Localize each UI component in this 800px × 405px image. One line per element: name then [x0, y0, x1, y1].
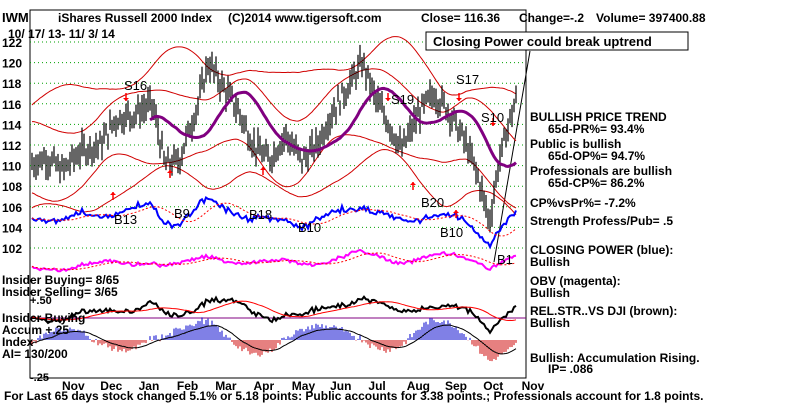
copyright-label: (C)2014 www.tigersoft.com: [228, 11, 382, 25]
signal-b1: B1: [497, 252, 513, 267]
volume-value: Volume= 397400.88: [596, 11, 706, 25]
index-label: Index: [2, 335, 34, 349]
closing-power-status: Bullish: [530, 255, 570, 269]
price-tick-label: 120: [2, 57, 22, 71]
month-label: Mar: [215, 379, 237, 393]
ticker-label: IWM: [2, 10, 29, 25]
month-label: Dec: [100, 379, 122, 393]
price-tick-label: 118: [2, 77, 22, 91]
signal-arrowhead: [453, 210, 459, 213]
ai-value: AI= 130/200: [2, 347, 68, 361]
accum-label: Accum +.25: [2, 323, 69, 337]
signal-s16: S16: [124, 78, 147, 93]
price-tick-label: 110: [2, 160, 22, 174]
signal-b18: B18: [249, 207, 272, 222]
price-tick-label: 108: [2, 180, 22, 194]
signal-b20: B20: [421, 195, 444, 210]
signal-s10: S10: [481, 110, 504, 125]
signal-arrowhead: [490, 123, 496, 126]
callout-box: [425, 31, 689, 51]
month-label: May: [292, 379, 316, 393]
moving-average-line: [149, 86, 517, 169]
relative-strength-ma: [31, 300, 517, 322]
accumulation-line: [31, 324, 517, 355]
signal-arrowhead: [456, 98, 462, 101]
month-label: Oct: [483, 379, 503, 393]
cp-pct: 65d-CP%= 86.2%: [548, 176, 645, 190]
strength-ratio: Strength Profess/Pub= .5: [530, 214, 673, 228]
price-trend-label: BULLISH PRICE TREND: [530, 110, 667, 124]
footer-summary: For Last 65 days stock changed 5.1% or 5…: [4, 389, 704, 403]
rel-str-status: Bullish: [530, 316, 570, 330]
signal-b10-may: B10: [298, 220, 321, 235]
closing-power-ma: [31, 202, 517, 237]
insider-buying-accum: Insider Buying: [2, 311, 85, 325]
month-label: Apr: [254, 379, 275, 393]
signal-arrowhead: [385, 98, 391, 101]
price-tick-label: 122: [2, 36, 22, 50]
rel-str-label: REL.STR..VS DJI (brown):: [530, 304, 677, 318]
signal-arrowhead: [110, 192, 116, 195]
signal-arrowhead: [260, 167, 266, 170]
accumulation-bars: [31, 317, 517, 362]
op-pct: 65d-OP%= 94.7%: [548, 149, 645, 163]
plus-50-label: +.50: [30, 295, 52, 307]
pr-pct: 65d-PR%= 93.4%: [548, 122, 645, 136]
price-bars: [31, 44, 517, 233]
change-value: Change=-.2: [519, 11, 584, 25]
minus-25-label: -.25: [30, 372, 49, 384]
obv-label: OBV (magenta):: [530, 274, 621, 288]
month-label: Nov: [522, 379, 545, 393]
close-value: Close= 116.36: [421, 11, 500, 25]
signal-arrowhead: [410, 182, 416, 185]
month-label: Jan: [139, 379, 160, 393]
month-label: Sep: [445, 379, 467, 393]
signal-arrowhead: [167, 170, 173, 173]
callout-text: Closing Power could break uptrend: [433, 34, 652, 49]
insider-buying: Insider Buying= 8/65: [2, 273, 119, 287]
chart-title: iShares Russell 2000 Index: [58, 11, 212, 25]
signal-s17: S17: [456, 72, 479, 87]
cp-vs-pr: CP%vsPr%= -7.2%: [530, 196, 636, 210]
insider-selling: Insider Selling= 3/65: [2, 285, 118, 299]
band-mid-upper: [32, 68, 517, 142]
month-label: Aug: [407, 379, 430, 393]
professionals-label: Professionals are bullish: [530, 164, 672, 178]
price-axis: 122 120 118 116 114 112 110 108 106 104 102: [2, 36, 22, 256]
callout-pointer: [493, 50, 531, 263]
price-tick-label: 116: [2, 98, 22, 112]
relative-strength-line: [31, 295, 517, 335]
obv-status: Bullish: [530, 286, 570, 300]
month-label: Jun: [330, 379, 351, 393]
price-panel-frame: [29, 9, 527, 379]
price-tick-label: 102: [2, 242, 22, 256]
closing-power-label: CLOSING POWER (blue):: [530, 243, 673, 257]
signal-s19: S19: [391, 92, 414, 107]
month-axis: Nov Dec Jan Feb Mar Apr May Jun Jul Aug Sep Oct Nov: [62, 379, 545, 393]
month-label: Feb: [177, 379, 198, 393]
accum-status: Bullish: Accumulation Rising.: [530, 351, 700, 365]
price-tick-label: 106: [2, 201, 22, 215]
band-upper: [31, 36, 517, 106]
obv-ma: [31, 252, 517, 271]
price-tick-label: 104: [2, 221, 22, 235]
public-label: Public is bullish: [530, 137, 621, 151]
signal-b13: B13: [114, 212, 137, 227]
band-mid-lower: [31, 134, 517, 209]
signal-b9: B9: [174, 206, 190, 221]
closing-power-line: [31, 195, 517, 250]
signal-arrows: [110, 93, 496, 218]
month-label: Nov: [62, 379, 85, 393]
date-range: 10/ 17/ 13- 11/ 3/ 14: [8, 27, 115, 41]
signal-arrowhead: [123, 98, 129, 101]
signal-b10-oct: B10: [440, 225, 463, 240]
price-tick-label: 112: [2, 139, 22, 153]
month-label: Jul: [368, 379, 385, 393]
obv-line: [31, 248, 517, 273]
price-bands: [31, 36, 517, 215]
ip-value: IP= .086: [548, 362, 593, 376]
price-tick-label: 114: [2, 118, 22, 132]
